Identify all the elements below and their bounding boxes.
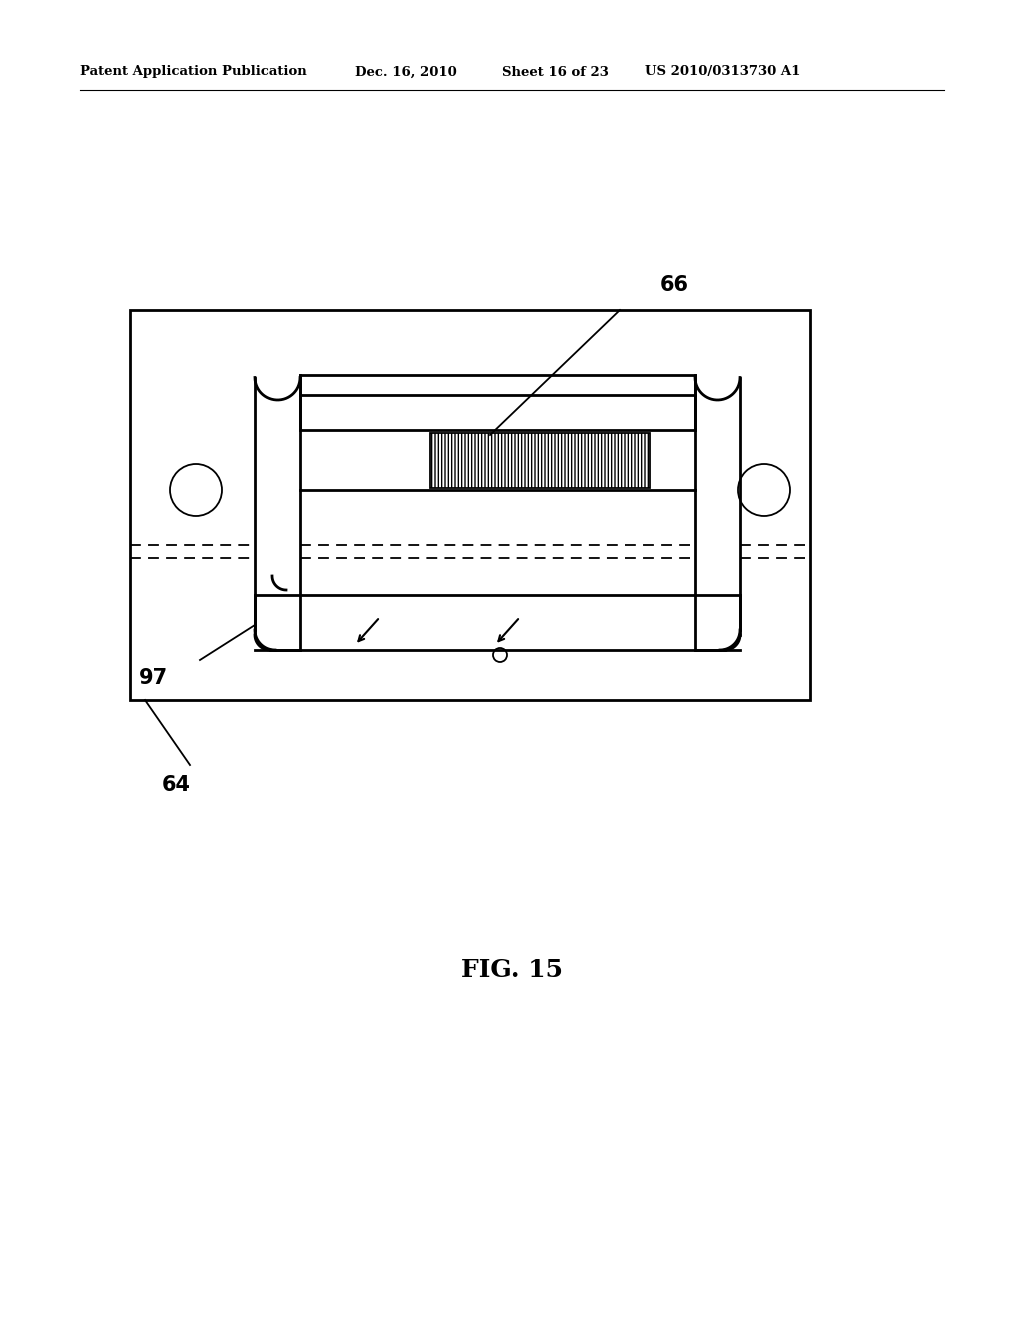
Bar (130, 310, 810, 700)
Circle shape (738, 465, 790, 516)
Text: 97: 97 (139, 668, 168, 688)
Text: US 2010/0313730 A1: US 2010/0313730 A1 (645, 66, 801, 78)
Circle shape (493, 648, 507, 663)
Text: Patent Application Publication: Patent Application Publication (80, 66, 307, 78)
Circle shape (170, 465, 222, 516)
Text: FIG. 15: FIG. 15 (461, 958, 563, 982)
Text: Sheet 16 of 23: Sheet 16 of 23 (502, 66, 609, 78)
Text: 66: 66 (660, 275, 689, 294)
Text: 64: 64 (162, 775, 191, 795)
Bar (430, 433, 650, 488)
Text: Dec. 16, 2010: Dec. 16, 2010 (355, 66, 457, 78)
